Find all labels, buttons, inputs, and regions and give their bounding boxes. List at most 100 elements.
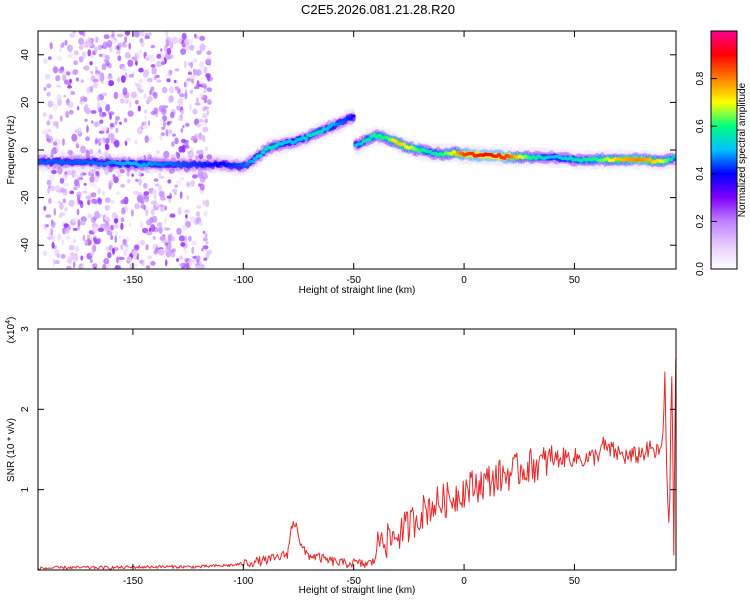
spectrogram-noise-cell (190, 180, 195, 188)
spectrogram-noise-cell (78, 100, 85, 105)
spectrogram-noise-cell (179, 177, 185, 181)
spectrogram-noise-cell (134, 140, 138, 145)
spectrogram-noise-cell (112, 174, 116, 178)
spectrogram-noise-cell (73, 179, 79, 187)
spectrogram-noise-cell (57, 99, 62, 107)
spectrogram-noise-cell (166, 195, 172, 199)
spectrogram-noise-cell (71, 133, 78, 142)
spectrogram-noise-cell (91, 199, 99, 205)
spectrogram-noise-cell (166, 47, 172, 55)
spectrogram-noise-cell (82, 234, 86, 242)
spectrogram-noise-cell (52, 141, 58, 146)
spectrogram-noise-cell (46, 179, 52, 186)
spectrogram-noise-cell (118, 92, 124, 98)
spectrogram-noise-cell (158, 226, 163, 234)
spectrogram-ridge-cell (671, 154, 676, 159)
spectrogram-noise-cell (189, 89, 194, 94)
spectrogram-noise (42, 31, 214, 269)
spectrogram-noise-cell (136, 83, 142, 92)
spectrogram-noise-cell (94, 211, 100, 219)
spectrogram-noise-cell (205, 241, 209, 245)
spectrogram-noise-cell (97, 94, 100, 102)
spectrogram-noise-cell (141, 227, 149, 234)
spectrogram-noise-cell (164, 154, 170, 159)
spectrogram-noise-cell (168, 129, 173, 135)
spectrogram-ridge-cell (348, 117, 353, 121)
spectrogram-noise-cell (96, 237, 102, 244)
colorbar: 0.0 0.2 0.4 0.6 0.8 Normalized spectral ampl… (695, 30, 748, 276)
spectrogram-noise-cell (42, 129, 49, 135)
spectrogram-noise-cell (56, 253, 61, 258)
spectrogram-noise-cell (99, 138, 104, 144)
spectrogram-x-tick-label: 0 (461, 275, 467, 286)
spectrogram-noise-cell (103, 59, 108, 63)
spectrogram-noise-cell (90, 110, 97, 114)
snr-x-tick-label: -100 (233, 576, 253, 587)
snr-y-tick-label: 1 (20, 486, 31, 492)
spectrogram-noise-cell (155, 113, 158, 118)
spectrogram-noise-cell (134, 100, 139, 105)
spectrogram-noise-cell (204, 229, 209, 234)
spectrogram-noise-cell (110, 137, 117, 142)
spectrogram-noise-cell (183, 60, 187, 69)
spectrogram-noise-cell (167, 179, 172, 184)
spectrogram-noise-cell (113, 218, 119, 224)
spectrogram-noise-cell (190, 147, 194, 154)
spectrogram-y-axis: -40 -20 0 20 40 (20, 49, 676, 252)
spectrogram-noise-cell (165, 31, 169, 38)
spectrogram-noise-cell (94, 139, 98, 145)
spectrogram-noise-cell (87, 234, 91, 240)
spectrogram-noise-cell (111, 212, 118, 220)
spectrogram-noise-cell (120, 98, 125, 104)
spectrogram-noise-cell (93, 36, 100, 42)
spectrogram-noise-cell (191, 241, 198, 246)
spectrogram-noise-cell (53, 66, 58, 74)
spectrogram-noise-cell (200, 248, 204, 252)
spectrogram-noise-cell (47, 56, 52, 60)
spectrogram-noise-cell (65, 235, 71, 240)
spectrogram-noise-cell (77, 219, 81, 227)
spectrogram-noise-cell (202, 230, 206, 234)
spectrogram-noise-cell (80, 145, 86, 154)
spectrogram-ridge-cell (340, 120, 346, 124)
spectrogram-noise-cell (196, 80, 200, 85)
spectrogram-noise-cell (86, 150, 91, 158)
spectrogram-noise-cell (145, 265, 151, 269)
spectrogram-noise-cell (150, 44, 156, 49)
spectrogram-noise-cell (164, 227, 171, 231)
spectrogram-noise-cell (180, 109, 185, 115)
spectrogram-noise-cell (135, 178, 139, 182)
spectrogram-noise-cell (69, 78, 72, 84)
spectrogram-noise-cell (89, 78, 92, 84)
spectrogram-noise-cell (177, 37, 182, 44)
colorbar-tick-label: 0.6 (695, 119, 706, 133)
spectrogram-noise-cell (199, 183, 205, 191)
spectrogram-noise-cell (127, 110, 134, 117)
spectrogram-noise-cell (103, 257, 110, 265)
spectrogram-noise-cell (152, 188, 157, 197)
spectrogram-noise-cell (128, 42, 131, 50)
spectrogram-noise-cell (165, 36, 171, 45)
spectrogram-noise-cell (94, 46, 98, 54)
spectrogram-noise-cell (131, 173, 134, 177)
spectrogram-noise-cell (188, 152, 195, 158)
spectrogram-noise-cell (140, 31, 145, 37)
spectrogram-noise-cell (99, 119, 104, 124)
spectrogram-noise-cell (139, 155, 145, 160)
spectrogram-noise-cell (95, 170, 99, 177)
spectrogram-noise-cell (66, 71, 71, 76)
spectrogram-noise-cell (108, 46, 113, 52)
spectrogram-noise-cell (59, 177, 65, 184)
spectrogram-noise-cell (103, 150, 108, 157)
spectrogram-noise-cell (156, 79, 162, 83)
colorbar-scale (710, 30, 738, 270)
spectrogram-ridge (38, 107, 676, 177)
spectrogram-noise-cell (174, 137, 179, 145)
spectrogram-y-tick-label: 40 (20, 49, 31, 61)
spectrogram-noise-cell (104, 222, 111, 229)
spectrogram-noise-cell (53, 208, 57, 216)
spectrogram-noise-cell (171, 188, 178, 193)
spectrogram-noise-cell (50, 221, 56, 228)
spectrogram-noise-cell (97, 227, 104, 232)
spectrogram-noise-cell (144, 35, 151, 40)
